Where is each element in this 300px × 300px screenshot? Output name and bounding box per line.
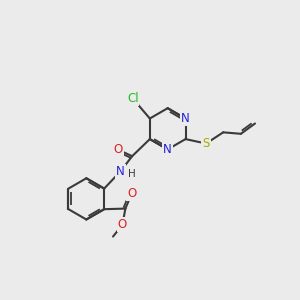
- Text: N: N: [163, 143, 172, 156]
- Text: O: O: [113, 143, 123, 156]
- Text: O: O: [118, 218, 127, 231]
- Text: Cl: Cl: [127, 92, 139, 105]
- Text: H: H: [128, 169, 135, 179]
- Text: N: N: [116, 165, 125, 178]
- Text: S: S: [202, 137, 210, 150]
- Text: O: O: [127, 187, 136, 200]
- Text: N: N: [181, 112, 190, 125]
